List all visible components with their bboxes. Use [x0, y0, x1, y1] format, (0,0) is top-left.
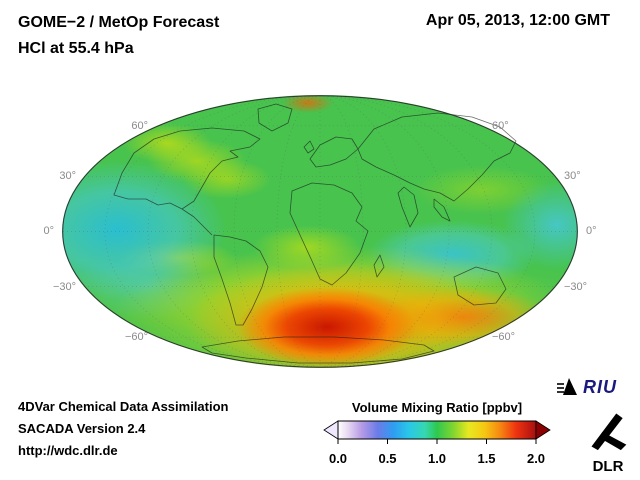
lat-label-0-left: 0° — [43, 225, 54, 237]
lat-label-30n-right: 30° — [564, 170, 581, 182]
footer-line-version: SACADA Version 2.4 — [18, 421, 146, 436]
graticule-parallels — [63, 125, 577, 338]
lat-label-60s-left: −60° — [124, 331, 148, 343]
coastlines — [113, 103, 517, 364]
dlr-logo: DLR — [582, 408, 634, 475]
riu-logo: RIU — [556, 376, 617, 398]
footer-line-url: http://wdc.dlr.de — [18, 443, 118, 458]
colorbar-right-arrow — [535, 420, 551, 440]
lat-label-60s-right: −60° — [492, 331, 516, 343]
colorbar-left-arrow — [323, 420, 339, 440]
colorbar-tick-20: 2.0 — [526, 451, 546, 466]
lat-label-30s-left: −30° — [52, 281, 76, 293]
lat-label-0-right: 0° — [586, 225, 597, 237]
colorbar-title: Volume Mixing Ratio [ppbv] — [351, 400, 523, 415]
colorbar-tick-marks — [337, 439, 537, 444]
dlr-logo-text: DLR — [592, 458, 624, 475]
lat-label-30n-left: 30° — [59, 170, 76, 182]
dlr-logo-icon — [591, 413, 627, 451]
world-map — [62, 95, 578, 368]
colorbar-tick-0: 0.0 — [328, 451, 348, 466]
map-color-field — [62, 95, 578, 368]
lat-label-60n-right: 60° — [492, 120, 509, 132]
colorbar-tick-10: 1.0 — [427, 451, 447, 466]
plot-title: GOME−2 / MetOp Forecast HCl at 55.4 hPa — [18, 10, 219, 62]
colorbar: Volume Mixing Ratio [ppbv] — [322, 400, 552, 466]
map-graticule-and-coastlines — [62, 95, 578, 368]
plot-title-line2: HCl at 55.4 hPa — [18, 40, 134, 57]
lat-label-30s-right: −30° — [564, 281, 588, 293]
riu-logo-text: RIU — [583, 376, 617, 397]
colorbar-tick-05: 0.5 — [378, 451, 397, 466]
footer-line-assimilation: 4DVar Chemical Data Assimilation — [18, 399, 229, 414]
colorbar-tick-15: 1.5 — [477, 451, 496, 466]
map-boundary — [62, 95, 578, 368]
footer-credits: 4DVar Chemical Data Assimilation SACADA … — [18, 396, 229, 462]
riu-logo-icon — [557, 378, 577, 395]
plot-title-line1: GOME−2 / MetOp Forecast — [18, 14, 220, 31]
lat-label-60n-left: 60° — [131, 120, 148, 132]
colorbar-gradient-bar — [323, 420, 551, 444]
forecast-datetime: Apr 05, 2013, 12:00 GMT — [425, 12, 610, 29]
colorbar-tick-labels: 0.0 0.5 1.0 1.5 2.0 — [322, 450, 552, 466]
